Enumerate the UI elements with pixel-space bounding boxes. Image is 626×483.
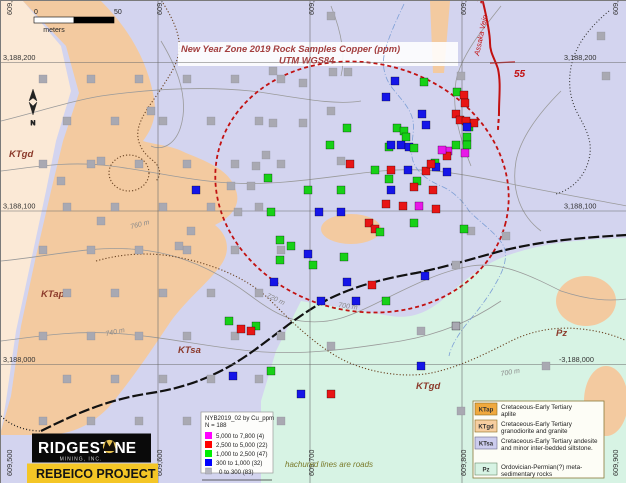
svg-text:609,900: 609,900	[611, 1, 620, 15]
svg-text:KTap: KTap	[479, 408, 494, 414]
svg-text:KTgd: KTgd	[478, 425, 494, 431]
svg-text:Cretaceous-Early Tertiary: Cretaceous-Early Tertiary	[501, 421, 573, 428]
svg-text:meters: meters	[43, 27, 65, 34]
svg-text:RIDGEST: RIDGEST	[38, 440, 110, 457]
svg-text:REBEICO PROJECT: REBEICO PROJECT	[36, 467, 156, 481]
svg-text:3,188,100: 3,188,100	[3, 202, 35, 211]
svg-text:50: 50	[114, 9, 122, 16]
svg-text:2,500 to 5,000 (22): 2,500 to 5,000 (22)	[216, 442, 268, 449]
svg-text:MINING, INC.: MINING, INC.	[60, 457, 103, 463]
svg-text:aplite: aplite	[501, 411, 517, 418]
svg-text:609,800: 609,800	[459, 1, 468, 15]
svg-text:0: 0	[34, 9, 38, 16]
svg-text:609,600: 609,600	[155, 1, 164, 15]
svg-text:NE: NE	[115, 440, 137, 457]
svg-text:granodiorite and granite: granodiorite and granite	[501, 428, 568, 435]
svg-text:609,500: 609,500	[5, 1, 14, 15]
svg-text:3,188,000: 3,188,000	[3, 355, 35, 364]
svg-text:KTap: KTap	[41, 289, 65, 300]
svg-text:609,500: 609,500	[5, 450, 14, 476]
svg-text:N: N	[31, 120, 36, 127]
svg-text:KTsa: KTsa	[178, 345, 201, 356]
svg-text:KTsa: KTsa	[479, 442, 494, 448]
svg-text:3,188,200: 3,188,200	[3, 53, 35, 62]
svg-text:Cretaceous-Early Tertiary: Cretaceous-Early Tertiary	[501, 404, 573, 411]
svg-text:NYB2019_02 by Cu_ppm: NYB2019_02 by Cu_ppm	[205, 415, 274, 422]
svg-text:1,000 to 2,500 (47): 1,000 to 2,500 (47)	[216, 451, 268, 458]
svg-text:5,000 to 7,800 (4): 5,000 to 7,800 (4)	[216, 433, 264, 440]
svg-text:KTgd: KTgd	[416, 381, 440, 392]
svg-text:New Year Zone 2019 Rock Sampl: New Year Zone 2019 Rock Samples Copper (…	[181, 44, 400, 54]
svg-text:Pz: Pz	[556, 328, 567, 339]
svg-text:N = 188: N = 188	[205, 422, 227, 429]
svg-text:Cretaceous-Early Tertiary ande: Cretaceous-Early Tertiary andesite	[501, 438, 598, 445]
svg-text:0 to 300 (83): 0 to 300 (83)	[219, 469, 254, 476]
svg-text:3,188,100: 3,188,100	[564, 202, 596, 211]
svg-text:609,800: 609,800	[459, 450, 468, 476]
svg-text:3,188,200: 3,188,200	[564, 53, 596, 62]
svg-text:Ordovician-Permian(?) meta-: Ordovician-Permian(?) meta-	[501, 464, 582, 471]
svg-text:KTgd: KTgd	[9, 149, 33, 160]
svg-text:sedimentary rocks: sedimentary rocks	[501, 471, 552, 478]
svg-text:Pz: Pz	[482, 468, 489, 474]
svg-text:55: 55	[514, 69, 526, 80]
svg-text:609,700: 609,700	[307, 1, 316, 15]
svg-text:-3,188,000: -3,188,000	[559, 355, 594, 364]
svg-text:300 to 1,000 (32): 300 to 1,000 (32)	[216, 460, 262, 467]
svg-text:hachured lines are roads: hachured lines are roads	[285, 460, 373, 469]
svg-text:and minor inter-bedded siltsto: and minor inter-bedded siltstone.	[501, 445, 593, 452]
svg-text:609,900: 609,900	[611, 450, 620, 476]
svg-text:UTM WGS84: UTM WGS84	[279, 56, 335, 66]
